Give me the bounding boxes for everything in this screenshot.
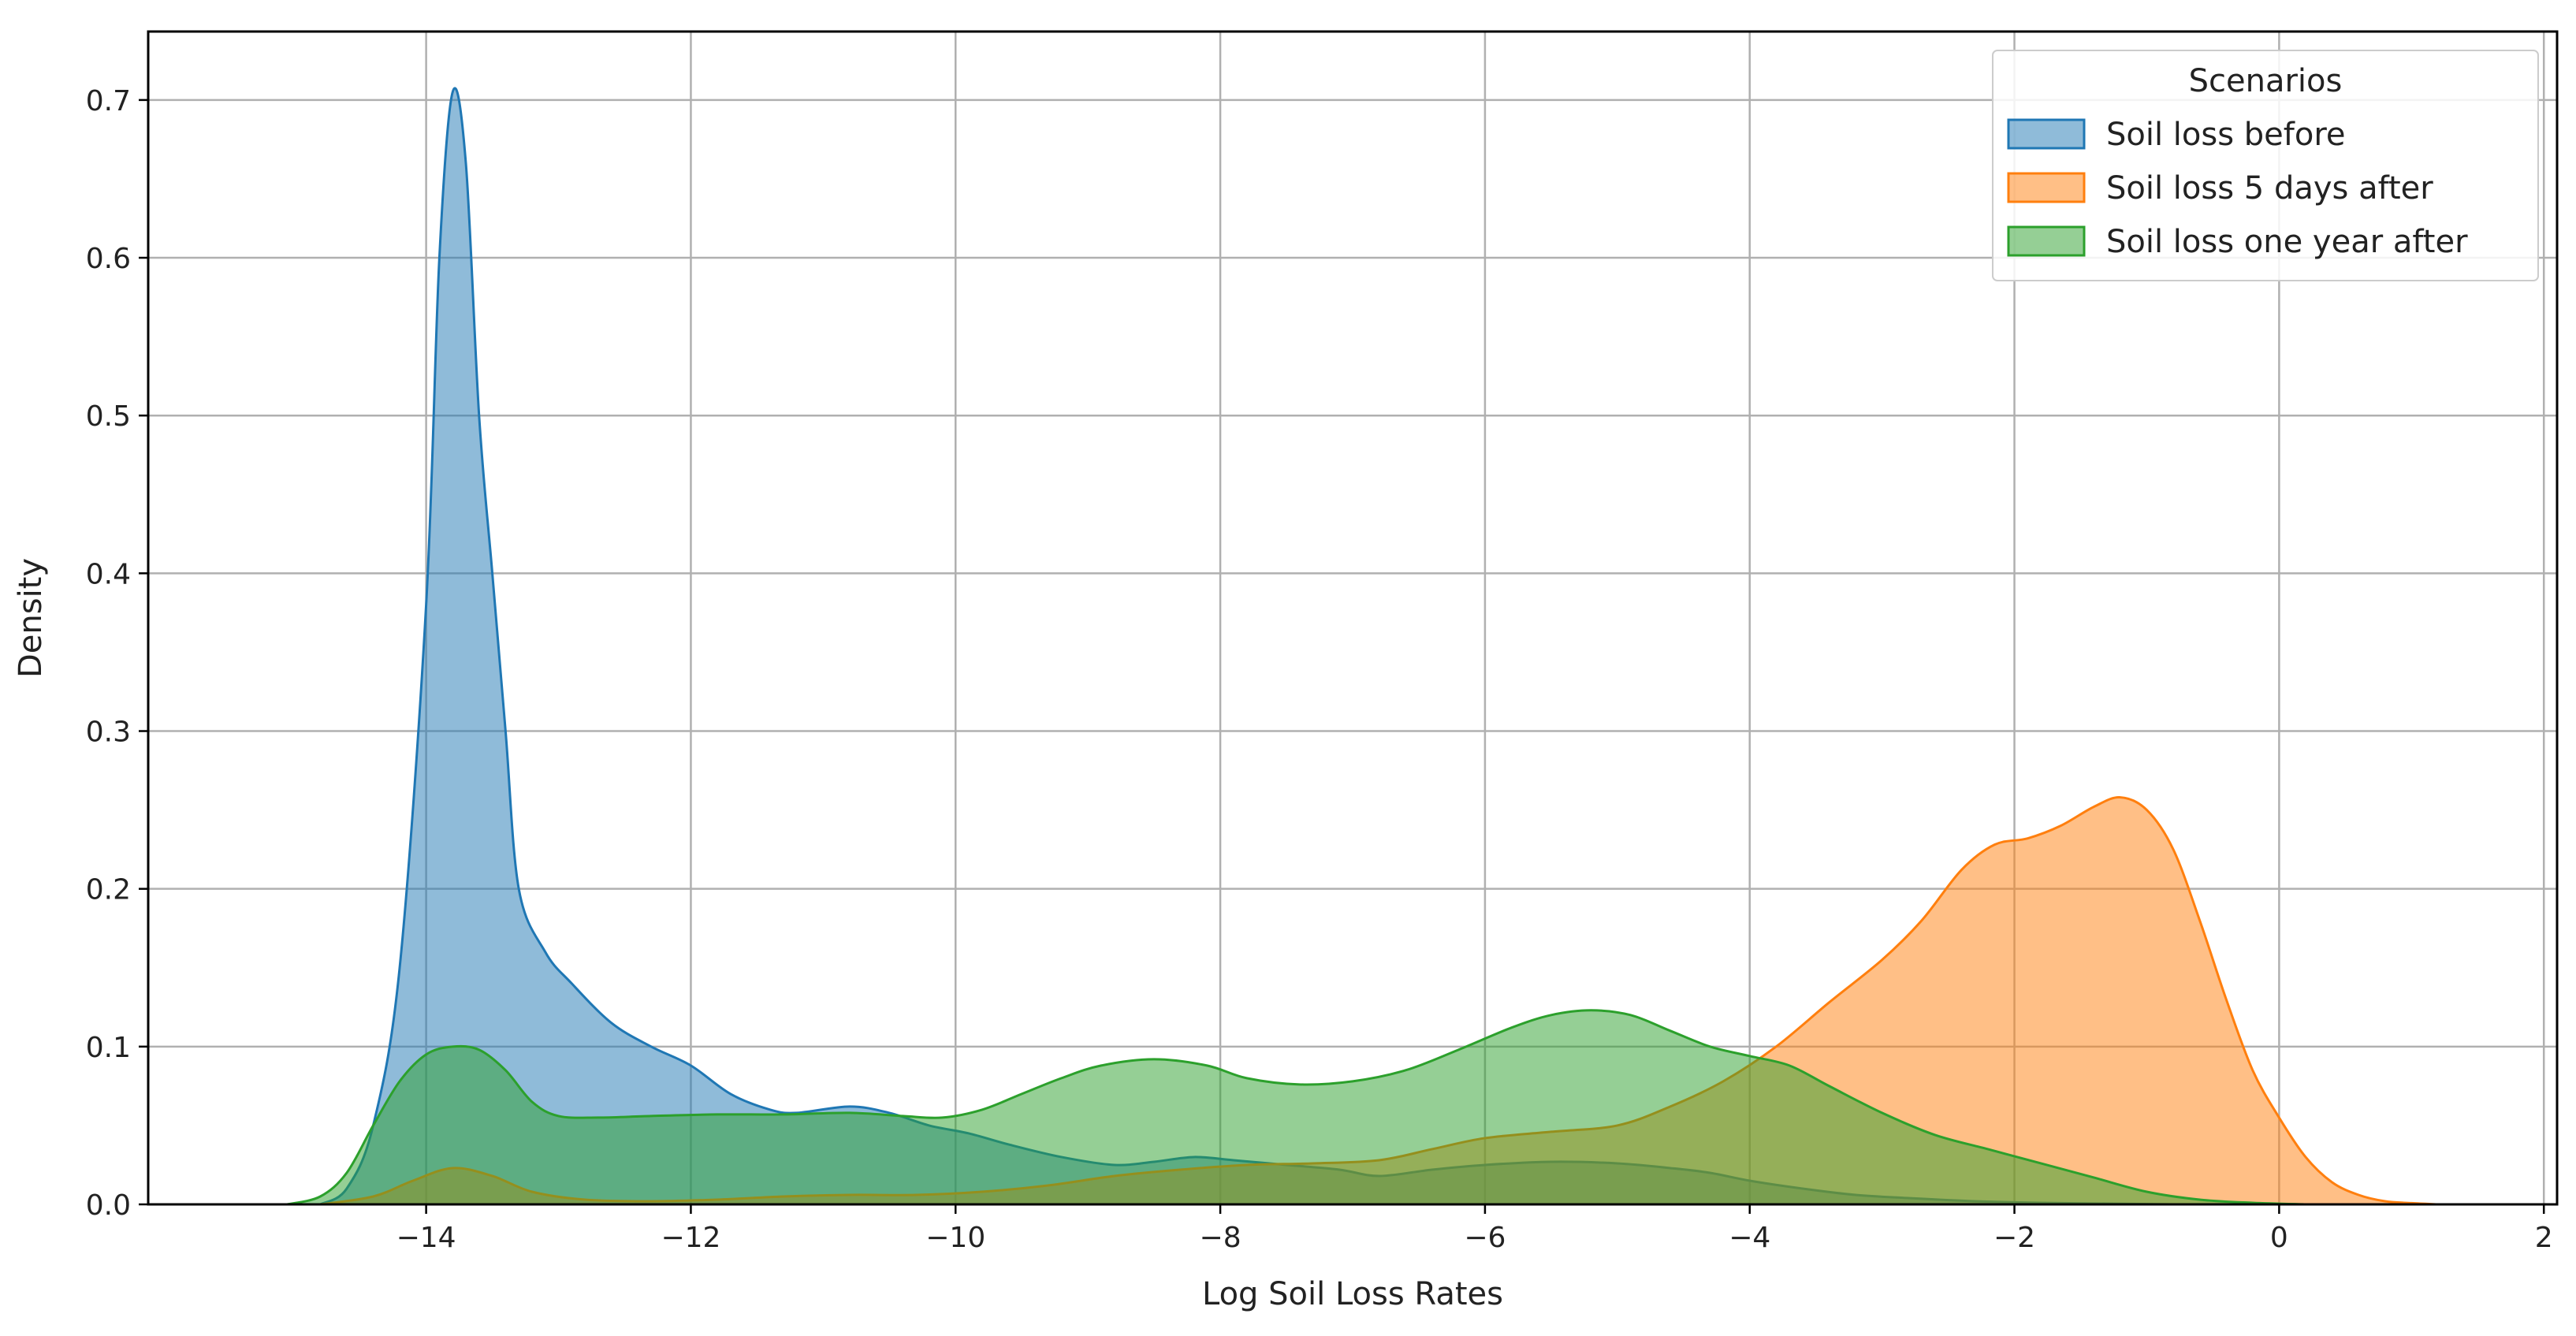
line-soil-loss-one-year-after [286,1009,2306,1206]
y-axis-label: Density [13,558,49,678]
density-areas [286,87,2438,1206]
x-tick-label: −10 [925,1222,985,1254]
legend: Scenarios Soil loss before Soil loss 5 da… [1992,50,2539,281]
plot-frame [147,30,2559,1206]
legend-label-soil-loss-5-days-after: Soil loss 5 days after [2106,170,2433,207]
y-tick-label: 0.7 [86,85,131,117]
y-tick-label: 0.6 [86,243,131,275]
legend-title: Scenarios [2189,63,2343,99]
legend-box [1992,50,2539,281]
legend-swatch-soil-loss-5-days-after [2007,172,2086,203]
area-soil-loss-5-days-after [320,797,2438,1204]
x-tick-label: 2 [2535,1222,2553,1254]
legend-swatch-soil-loss-before [2007,118,2086,150]
y-tick-label: 0.5 [86,400,131,433]
x-tick-label: −6 [1464,1222,1506,1254]
x-tick-label: −8 [1200,1222,1241,1254]
y-tick-label: 0.0 [86,1189,131,1222]
x-axis-label: Log Soil Loss Rates [1202,1276,1503,1312]
x-tick-label: −14 [396,1222,456,1254]
x-axis-ticks: −14 −12 −10 −8 −6 −4 −2 0 2 [396,1204,2553,1254]
y-tick-label: 0.4 [86,558,131,590]
legend-swatch-soil-loss-one-year-after [2007,225,2086,257]
legend-label-soil-loss-before: Soil loss before [2106,117,2346,153]
x-tick-label: −12 [661,1222,720,1254]
x-tick-label: 0 [2270,1222,2288,1254]
legend-label-soil-loss-one-year-after: Soil loss one year after [2106,224,2468,260]
x-tick-label: −2 [1993,1222,2035,1254]
area-soil-loss-one-year-after [287,1010,2306,1204]
y-tick-label: 0.3 [86,716,131,749]
x-tick-label: −4 [1729,1222,1770,1254]
y-tick-label: 0.1 [86,1032,131,1064]
y-axis-ticks: 0.0 0.1 0.2 0.3 0.4 0.5 0.6 0.7 [86,85,148,1222]
y-tick-label: 0.2 [86,874,131,906]
